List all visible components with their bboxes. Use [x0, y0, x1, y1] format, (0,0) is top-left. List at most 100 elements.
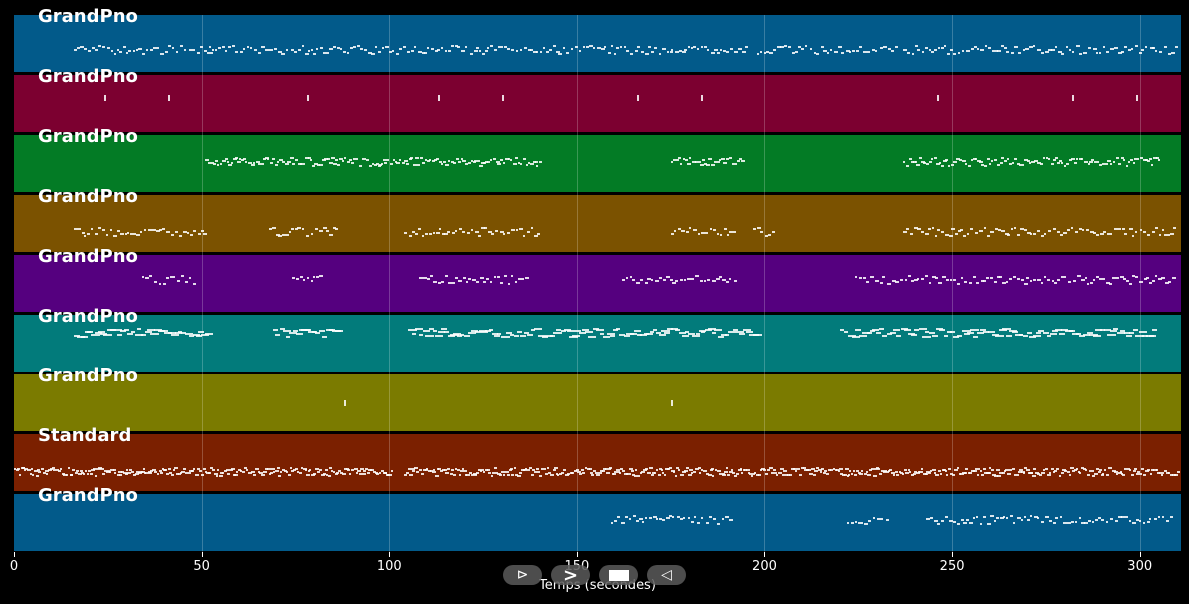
- note: [863, 473, 867, 476]
- back-button[interactable]: ◁: [647, 565, 686, 585]
- note: [681, 230, 686, 233]
- note: [151, 228, 156, 231]
- note: [329, 161, 333, 164]
- note: [677, 228, 681, 231]
- note: [1076, 158, 1079, 161]
- note: [610, 334, 616, 337]
- note: [1131, 47, 1134, 50]
- note: [282, 468, 285, 471]
- note: [438, 95, 441, 101]
- note: [324, 469, 328, 472]
- note: [1074, 231, 1078, 234]
- note: [485, 469, 488, 472]
- note: [279, 158, 283, 161]
- note: [81, 231, 85, 234]
- note: [171, 46, 175, 49]
- note: [472, 161, 476, 164]
- gridline: [764, 15, 766, 552]
- note: [228, 45, 232, 48]
- note: [65, 473, 68, 476]
- note: [941, 520, 945, 523]
- note: [950, 163, 955, 166]
- note: [366, 472, 371, 475]
- note: [697, 521, 701, 524]
- note: [969, 282, 973, 285]
- note: [640, 51, 644, 54]
- note: [537, 470, 541, 473]
- note: [148, 471, 153, 474]
- note: [667, 328, 674, 331]
- note: [736, 472, 739, 475]
- note: [1168, 52, 1172, 55]
- note: [455, 158, 459, 161]
- note: [725, 51, 729, 54]
- note: [759, 468, 763, 471]
- note: [823, 49, 827, 52]
- note: [613, 52, 616, 55]
- note: [1132, 469, 1137, 472]
- note: [74, 228, 78, 231]
- note: [840, 473, 843, 476]
- note: [894, 471, 898, 474]
- note: [1067, 522, 1071, 525]
- note: [110, 50, 114, 53]
- note: [555, 473, 558, 476]
- note: [392, 159, 396, 162]
- note: [647, 278, 652, 281]
- note: [365, 468, 368, 471]
- note: [1097, 517, 1101, 520]
- stop-button[interactable]: [599, 565, 638, 585]
- note: [619, 45, 623, 48]
- note: [160, 52, 165, 55]
- note: [960, 229, 964, 232]
- note: [896, 334, 901, 337]
- note: [718, 472, 722, 475]
- note: [933, 157, 937, 160]
- note: [1109, 467, 1113, 470]
- note: [483, 280, 486, 283]
- note: [231, 161, 234, 164]
- note: [301, 467, 304, 470]
- note: [1098, 277, 1103, 280]
- note: [526, 334, 533, 337]
- note: [693, 46, 696, 49]
- note: [299, 471, 302, 474]
- note: [343, 467, 347, 470]
- forward-button[interactable]: >: [551, 565, 590, 586]
- note: [849, 469, 852, 472]
- note: [661, 330, 670, 332]
- note: [1087, 162, 1090, 165]
- x-tick: [201, 552, 203, 557]
- note: [957, 52, 960, 55]
- note: [1012, 330, 1018, 333]
- note: [720, 48, 723, 51]
- note: [625, 473, 628, 476]
- note: [687, 332, 696, 335]
- note: [745, 469, 750, 472]
- note: [680, 518, 684, 521]
- note: [473, 49, 478, 52]
- note: [1078, 517, 1081, 520]
- note: [1149, 281, 1152, 284]
- note: [109, 328, 115, 331]
- play-button[interactable]: ⊳: [503, 565, 542, 585]
- note: [866, 332, 873, 335]
- note: [1047, 473, 1052, 476]
- note: [536, 232, 541, 235]
- note: [728, 331, 737, 334]
- note: [578, 331, 587, 334]
- note: [338, 470, 342, 473]
- note: [1135, 335, 1145, 338]
- note: [984, 45, 988, 48]
- note: [507, 473, 510, 476]
- note: [1058, 51, 1062, 54]
- note: [942, 275, 946, 278]
- note: [222, 471, 225, 474]
- note: [937, 229, 940, 232]
- note: [536, 50, 539, 53]
- note: [455, 467, 458, 470]
- note: [122, 45, 127, 48]
- note: [135, 48, 138, 51]
- note: [983, 330, 990, 333]
- note: [253, 474, 256, 477]
